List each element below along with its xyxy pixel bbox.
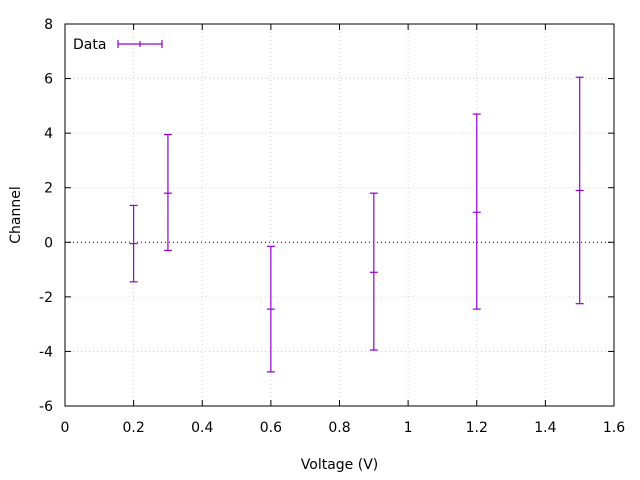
x-tick-label: 0.4 xyxy=(191,420,213,436)
x-tick-label: 0.6 xyxy=(260,420,282,436)
y-tick-label: -6 xyxy=(39,399,53,415)
y-axis-label: Channel xyxy=(8,186,24,243)
error-bar-point xyxy=(472,113,481,310)
x-tick-label: 0 xyxy=(61,420,70,436)
grid xyxy=(65,24,614,406)
x-tick-label: 1.4 xyxy=(534,420,556,436)
error-bar-point xyxy=(129,204,138,283)
legend-label: Data xyxy=(73,37,106,53)
x-tick-label: 0.8 xyxy=(328,420,350,436)
y-tick-label: 8 xyxy=(44,17,53,33)
y-tick-label: -2 xyxy=(39,290,53,306)
axis-ticks: 0 0.2 0.4 0.6 0.8 1 1.2 1.4 1.6 -6 -4 -2 0 2 4 6 8 xyxy=(39,17,625,436)
y-tick-label: 0 xyxy=(44,235,53,251)
y-tick-label: -4 xyxy=(39,344,53,360)
series-data xyxy=(129,76,584,373)
x-tick-label: 1.2 xyxy=(466,420,488,436)
x-tick-label: 0.2 xyxy=(122,420,144,436)
y-tick-label: 6 xyxy=(44,72,53,88)
error-bar-point xyxy=(163,133,172,252)
error-bar-point xyxy=(266,245,275,373)
error-bar-point xyxy=(575,76,584,305)
y-tick-label: 4 xyxy=(44,126,53,142)
x-tick-label: 1.6 xyxy=(603,420,625,436)
x-axis-label: Voltage (V) xyxy=(301,457,378,473)
error-bar-point xyxy=(369,192,378,351)
x-tick-label: 1 xyxy=(404,420,413,436)
legend: Data xyxy=(73,37,163,53)
y-tick-label: 2 xyxy=(44,181,53,197)
